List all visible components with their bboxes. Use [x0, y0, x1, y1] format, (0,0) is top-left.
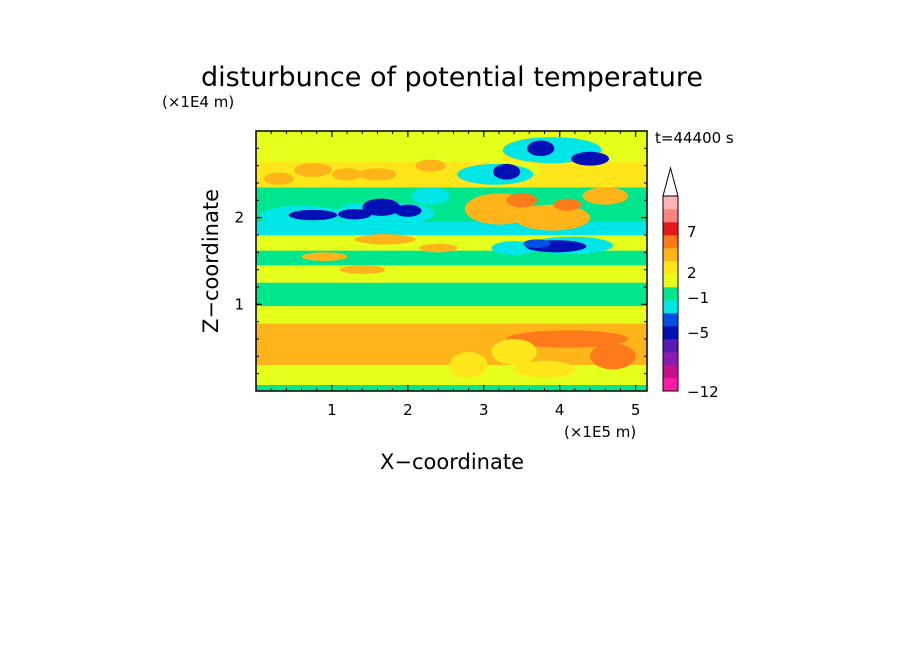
y-tick-label: 1 [234, 295, 244, 313]
colorbar-segment [663, 287, 678, 301]
colorbar-segment [663, 222, 678, 236]
colorbar-tick-label: 2 [687, 264, 697, 282]
plot-area [256, 131, 647, 391]
colorbar-segment [663, 378, 678, 392]
colorbar-segment [663, 196, 678, 210]
field-contour [411, 187, 450, 205]
y-axis: 12 [234, 147, 647, 375]
x-tick-label: 4 [555, 401, 565, 419]
colorbar-tick-label: −12 [687, 383, 719, 401]
colorbar-tick-label: 7 [687, 223, 697, 241]
field-contour [362, 198, 401, 216]
field-contour [449, 352, 488, 378]
field-band [256, 306, 647, 324]
colorbar-segment [663, 313, 678, 327]
field-contour [514, 204, 591, 231]
field-contour [301, 252, 348, 261]
field-band [256, 250, 647, 266]
x-tick-label: 1 [327, 401, 337, 419]
field-band [256, 384, 647, 391]
field-contour [337, 209, 372, 220]
field-contour [491, 339, 537, 365]
field-contour [514, 360, 575, 379]
colorbar-segment [663, 248, 678, 262]
field-band [256, 282, 647, 307]
colorbar-segment [663, 300, 678, 314]
x-axis: 1 2 3 4 5 [270, 131, 641, 419]
colorbar: 7 2 −1 −5 −12 [662, 166, 719, 401]
colorbar-segment [663, 326, 678, 340]
x-tick-label: 5 [631, 401, 641, 419]
time-label: t=44400 s [655, 129, 734, 147]
x-scale-label: (×1E5 m) [564, 423, 636, 441]
colorbar-tick-label: −5 [687, 324, 709, 342]
field-contour [582, 187, 629, 205]
chart-title: disturbunce of potential temperature [201, 62, 703, 93]
field-contour [263, 172, 294, 185]
colorbar-extend-arrow [662, 166, 679, 197]
y-tick-label: 2 [234, 209, 244, 227]
colorbar-segment [663, 365, 678, 379]
field-contour [553, 198, 581, 211]
plot-frame [255, 130, 648, 392]
field-contour [339, 265, 386, 274]
field-contour [506, 193, 537, 208]
field-contour [419, 243, 458, 253]
x-tick-label: 3 [479, 401, 489, 419]
colorbar-tick-label: −1 [687, 289, 709, 307]
x-tick-label: 2 [403, 401, 413, 419]
colorbar-segment [663, 235, 678, 249]
field-contour [571, 151, 610, 166]
y-scale-label: (×1E4 m) [162, 93, 234, 111]
field-contour [415, 159, 446, 172]
field-contour [288, 209, 338, 221]
field-contour [506, 330, 629, 348]
field-contour [354, 234, 416, 245]
field-band [256, 265, 647, 283]
colorbar-frame [662, 195, 679, 392]
field-contour [527, 140, 555, 157]
field-contour [394, 204, 422, 217]
y-axis-label: Z−coordinate [199, 189, 223, 333]
field-contour [358, 168, 397, 181]
x-axis-label: X−coordinate [380, 450, 524, 474]
colorbar-segment [663, 339, 678, 353]
field-contour [331, 168, 363, 181]
colorbar-segment [663, 352, 678, 366]
field-contour [523, 239, 551, 249]
field-contour [492, 163, 521, 180]
field-contour [590, 343, 636, 370]
field-contour [293, 163, 332, 177]
colorbar-segment [663, 209, 678, 223]
colorbar-segment [663, 261, 678, 275]
colorbar-segment [663, 274, 678, 288]
